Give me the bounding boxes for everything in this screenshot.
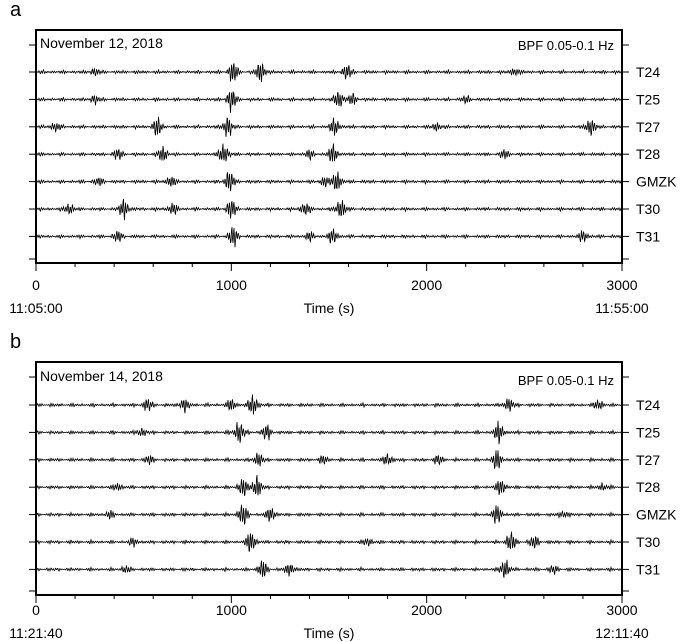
x-axis: 0 1000 2000 3000 (32, 263, 638, 293)
waveform-trace (36, 531, 622, 552)
panel-a: a November 12, 2018 BPF 0.05-0.1 Hz T24T… (9, 0, 677, 316)
plot-frame (35, 361, 623, 596)
x-axis-title: Time (s) (304, 300, 355, 316)
station-label: T27 (636, 452, 660, 468)
waveform-trace (36, 91, 622, 113)
x-tick-label: 1000 (216, 602, 247, 618)
x-tick-label: 3000 (606, 277, 637, 293)
station-label: T25 (636, 91, 660, 107)
station-label: T25 (636, 424, 660, 440)
station-label: T28 (636, 146, 660, 162)
station-label: T31 (636, 228, 660, 244)
waveform-trace (36, 420, 622, 445)
station-labels: T24 T25 T27 T28 GMZK T30 T31 (636, 64, 677, 244)
start-time-label: 11:05:00 (9, 300, 63, 316)
station-label: T30 (636, 534, 660, 550)
date-label: November 14, 2018 (40, 368, 163, 384)
x-tick-label: 1000 (216, 277, 247, 293)
station-label: GMZK (636, 174, 677, 190)
waveform-trace (36, 116, 622, 137)
x-tick-label: 3000 (606, 602, 637, 618)
plot-frame (35, 29, 623, 264)
waveform-trace (36, 143, 622, 162)
start-time-label: 11:21:40 (9, 625, 63, 641)
waveform-trace (36, 504, 622, 525)
station-label: T24 (636, 397, 660, 413)
waveform-trace (36, 450, 622, 469)
y-ticks (29, 44, 629, 260)
end-time-label: 11:55:00 (595, 300, 649, 316)
x-tick-label: 0 (32, 277, 40, 293)
waveform-trace (36, 394, 622, 415)
waveform-trace (36, 559, 622, 578)
panel-letter: b (10, 331, 21, 353)
station-labels: T24 T25 T27 T28 GMZK T30 T31 (636, 397, 677, 577)
trace-group (36, 63, 622, 248)
date-label: November 12, 2018 (40, 35, 163, 51)
station-label: T27 (636, 119, 660, 135)
waveform-trace (36, 198, 622, 221)
waveform-trace (36, 474, 622, 496)
x-tick-label: 2000 (411, 602, 442, 618)
x-axis: 0 1000 2000 3000 (32, 595, 638, 618)
panel-b: b November 14, 2018 BPF 0.05-0.1 Hz T24T… (9, 331, 677, 641)
end-time-label: 12:11:40 (595, 625, 649, 641)
waveform-trace (36, 63, 622, 82)
y-ticks (29, 376, 629, 592)
station-label: T24 (636, 64, 660, 80)
x-axis-title: Time (s) (304, 625, 355, 641)
station-label: GMZK (636, 507, 677, 523)
trace-group (36, 394, 622, 578)
waveform-trace (36, 227, 622, 248)
filter-label: BPF 0.05-0.1 Hz (518, 373, 614, 388)
station-label: T31 (636, 561, 660, 577)
station-label: T28 (636, 479, 660, 495)
x-tick-label: 2000 (411, 277, 442, 293)
station-label: T30 (636, 201, 660, 217)
panel-letter: a (10, 0, 22, 21)
filter-label: BPF 0.05-0.1 Hz (518, 38, 614, 53)
x-tick-label: 0 (32, 602, 40, 618)
waveform-trace (36, 171, 622, 192)
